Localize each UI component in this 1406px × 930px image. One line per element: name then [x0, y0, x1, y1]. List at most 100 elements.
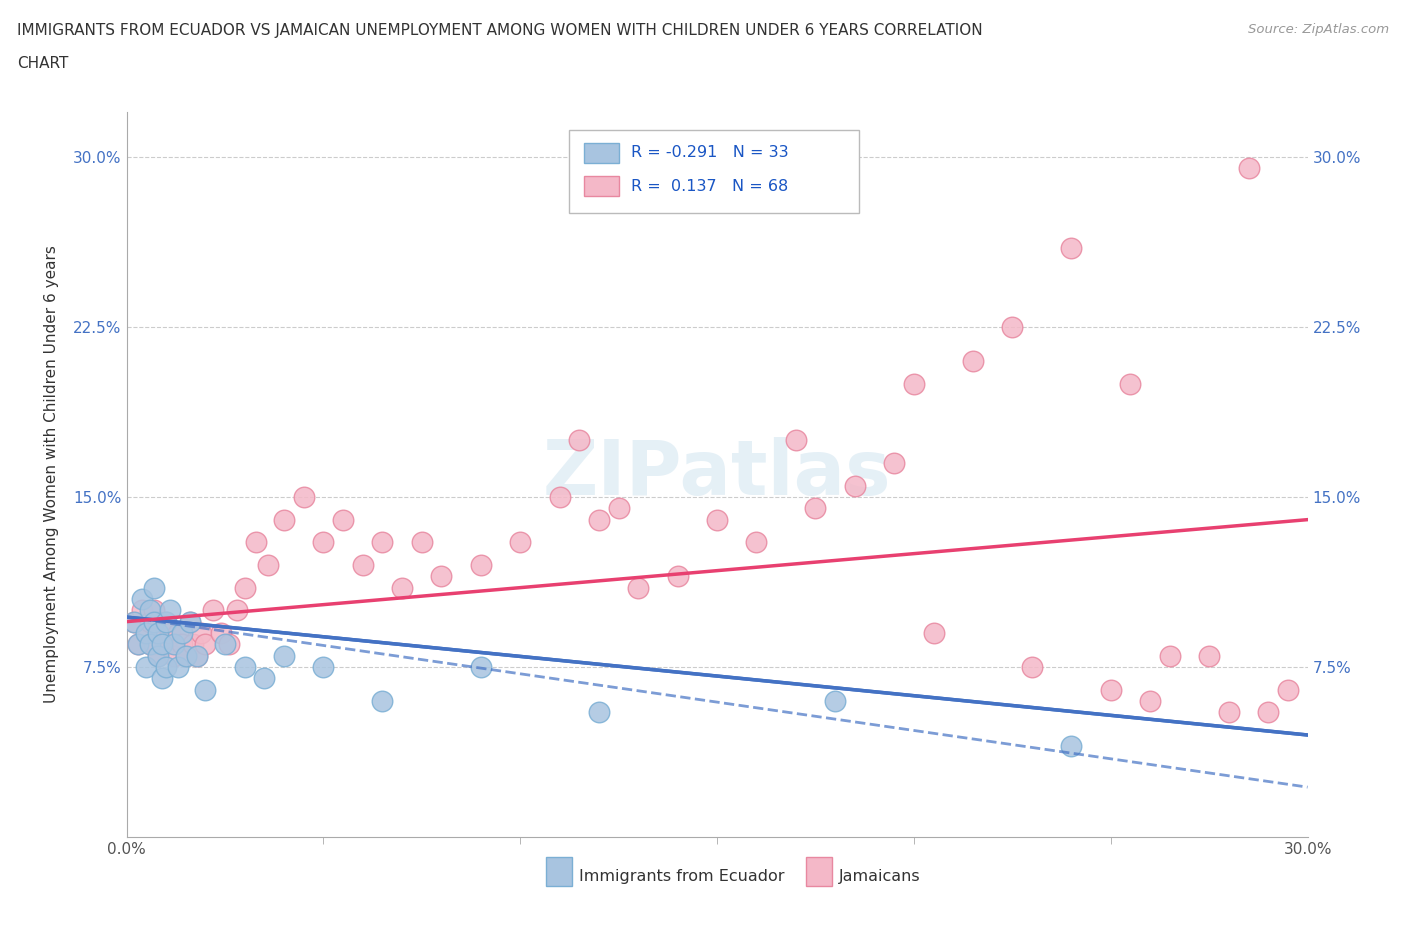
- Point: [163, 648, 186, 663]
- Point: [202, 603, 225, 618]
- Point: [127, 637, 149, 652]
- Point: [218, 637, 240, 652]
- Point: [1198, 648, 1220, 663]
- Point: [170, 626, 193, 641]
- Point: [150, 671, 173, 685]
- Point: [146, 648, 169, 663]
- Point: [131, 603, 153, 618]
- Point: [135, 626, 157, 641]
- Point: [186, 648, 208, 663]
- Point: [1218, 705, 1240, 720]
- Point: [745, 535, 768, 550]
- Point: [143, 637, 166, 652]
- Text: R = -0.291   N = 33: R = -0.291 N = 33: [631, 145, 789, 161]
- Point: [135, 626, 157, 641]
- Point: [131, 591, 153, 606]
- Point: [371, 535, 394, 550]
- Point: [627, 580, 650, 595]
- Point: [1257, 705, 1279, 720]
- Point: [233, 659, 256, 674]
- Point: [568, 432, 591, 447]
- Point: [194, 683, 217, 698]
- Text: Jamaicans: Jamaicans: [839, 870, 921, 884]
- Point: [146, 626, 169, 641]
- Point: [470, 659, 492, 674]
- Point: [785, 432, 807, 447]
- Point: [166, 626, 188, 641]
- Point: [332, 512, 354, 527]
- Point: [273, 512, 295, 527]
- Point: [588, 512, 610, 527]
- Text: Immigrants from Ecuador: Immigrants from Ecuador: [579, 870, 785, 884]
- Point: [194, 637, 217, 652]
- Point: [257, 558, 280, 573]
- Point: [155, 659, 177, 674]
- Point: [179, 614, 201, 629]
- Point: [139, 603, 162, 618]
- Point: [127, 637, 149, 652]
- Point: [170, 637, 193, 652]
- Point: [124, 614, 146, 629]
- Point: [1277, 683, 1299, 698]
- Point: [509, 535, 531, 550]
- Point: [292, 489, 315, 504]
- Point: [430, 569, 453, 584]
- Text: CHART: CHART: [17, 56, 69, 71]
- Point: [155, 614, 177, 629]
- Point: [233, 580, 256, 595]
- Point: [391, 580, 413, 595]
- Point: [135, 659, 157, 674]
- Point: [273, 648, 295, 663]
- Point: [903, 376, 925, 391]
- Point: [159, 603, 181, 618]
- Text: ZIPatlas: ZIPatlas: [543, 437, 891, 512]
- Point: [143, 603, 166, 618]
- Point: [139, 614, 162, 629]
- Point: [225, 603, 247, 618]
- Point: [143, 614, 166, 629]
- Point: [245, 535, 267, 550]
- FancyBboxPatch shape: [583, 143, 619, 163]
- Point: [183, 637, 205, 652]
- Point: [155, 637, 177, 652]
- Point: [470, 558, 492, 573]
- Point: [143, 580, 166, 595]
- Point: [824, 694, 846, 709]
- Point: [922, 626, 945, 641]
- Point: [1139, 694, 1161, 709]
- Point: [312, 535, 335, 550]
- Point: [1099, 683, 1122, 698]
- Point: [548, 489, 571, 504]
- Point: [124, 614, 146, 629]
- Text: IMMIGRANTS FROM ECUADOR VS JAMAICAN UNEMPLOYMENT AMONG WOMEN WITH CHILDREN UNDER: IMMIGRANTS FROM ECUADOR VS JAMAICAN UNEM…: [17, 23, 983, 38]
- Point: [1119, 376, 1142, 391]
- Point: [312, 659, 335, 674]
- Point: [146, 648, 169, 663]
- Y-axis label: Unemployment Among Women with Children Under 6 years: Unemployment Among Women with Children U…: [45, 246, 59, 703]
- Point: [146, 614, 169, 629]
- Point: [1237, 161, 1260, 176]
- Point: [139, 637, 162, 652]
- Point: [150, 637, 173, 652]
- Point: [139, 637, 162, 652]
- Point: [588, 705, 610, 720]
- FancyBboxPatch shape: [569, 130, 859, 213]
- Point: [1060, 240, 1083, 255]
- Text: Source: ZipAtlas.com: Source: ZipAtlas.com: [1249, 23, 1389, 36]
- Point: [174, 648, 197, 663]
- Point: [352, 558, 374, 573]
- FancyBboxPatch shape: [583, 176, 619, 196]
- Point: [190, 626, 212, 641]
- Point: [962, 353, 984, 368]
- Point: [179, 614, 201, 629]
- Point: [706, 512, 728, 527]
- Point: [166, 659, 188, 674]
- FancyBboxPatch shape: [806, 857, 831, 886]
- Point: [607, 501, 630, 516]
- Point: [163, 637, 186, 652]
- Point: [150, 626, 173, 641]
- Point: [186, 648, 208, 663]
- Point: [209, 626, 232, 641]
- Point: [214, 637, 236, 652]
- Point: [174, 648, 197, 663]
